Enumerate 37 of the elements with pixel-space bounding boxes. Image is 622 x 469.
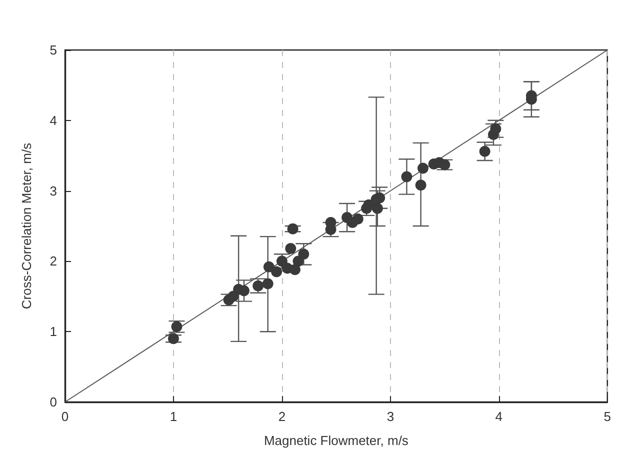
point [238,285,250,296]
point [292,256,304,267]
point [168,333,179,344]
y-tick-label: 0 [50,394,57,410]
y-tick-label: 2 [50,254,57,269]
point [439,159,450,170]
y-tick-label: 1 [50,324,57,340]
x-axis-title: Magnetic Flowmeter, m/s [264,433,409,448]
point [372,202,383,214]
point [276,256,288,267]
y-tick-label: 4 [50,112,57,128]
point [490,123,502,134]
point [252,280,264,292]
x-tick-label: 3 [386,409,394,424]
point [479,146,490,157]
x-tick-label: 4 [495,409,503,424]
point [352,213,364,224]
point [374,192,386,204]
point [415,180,426,191]
point [171,321,182,332]
point [228,290,239,302]
point [263,261,274,272]
y-tick-label: 3 [50,183,57,198]
point [285,243,296,254]
y-tick-label: 5 [50,42,57,58]
point [289,264,300,276]
point [417,162,428,174]
x-tick-label: 2 [278,409,286,424]
point [401,171,412,182]
point [262,278,274,290]
point [271,266,282,278]
x-tick-label: 5 [604,409,611,424]
point [298,248,310,260]
x-tick-label: 1 [170,409,178,424]
y-axis-title: Cross-Correlation Meter, m/s [19,142,34,310]
point [287,223,298,234]
x-tick-label: 0 [61,409,69,424]
